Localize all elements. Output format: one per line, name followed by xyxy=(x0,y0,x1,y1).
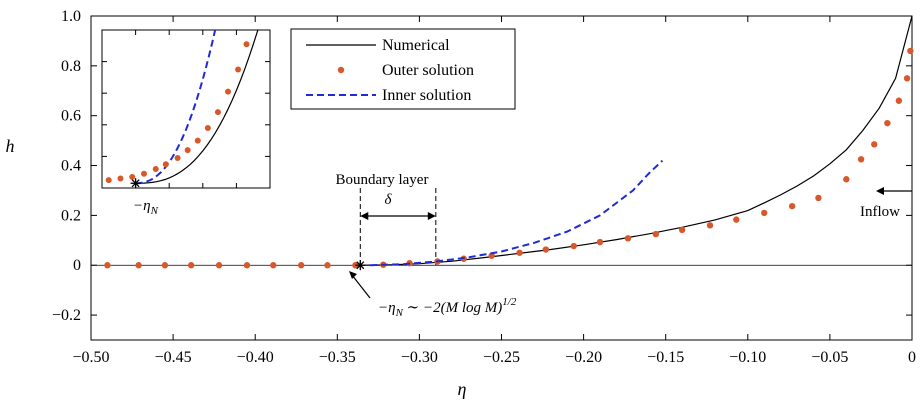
inset-eta-label: −ηN xyxy=(133,198,159,217)
eta-n-arrow xyxy=(351,274,371,299)
boundary-layer-markers xyxy=(359,188,437,266)
x-tick-label: −0.30 xyxy=(401,349,438,366)
legend-label: Outer solution xyxy=(382,62,474,79)
y-tick-label: 0.6 xyxy=(61,108,81,125)
eta-n-rest: ∼ −2(M log M) xyxy=(403,300,502,316)
x-tick-label: −0.40 xyxy=(237,349,274,366)
series-layer xyxy=(104,15,914,271)
inset-outer-point xyxy=(105,177,112,184)
legend-label: Numerical xyxy=(382,37,450,54)
inset-outer-point xyxy=(152,166,159,173)
y-tick-label: −0.2 xyxy=(52,307,81,324)
outer-solution-point xyxy=(135,262,142,269)
outer-solution-point xyxy=(733,216,740,223)
outer-solution-point xyxy=(570,242,577,250)
inset-numerical-line xyxy=(135,30,259,184)
outer-solution-point xyxy=(884,119,891,127)
x-tick-label: −0.25 xyxy=(483,349,520,366)
eta-n-annotation: −ηN ∼ −2(M log M)1/2 xyxy=(378,296,517,319)
outer-solution-point xyxy=(624,235,632,242)
legend: Numerical Outer solution Inner solution xyxy=(290,28,516,110)
outer-solution-point xyxy=(596,238,604,246)
inset-inner-line xyxy=(135,30,217,185)
y-tick-label: 0.8 xyxy=(61,58,81,75)
inset-outer-point xyxy=(204,124,211,131)
x-tick-label: 0 xyxy=(908,349,916,366)
outer-solution-point xyxy=(907,47,914,55)
outer-solution-point xyxy=(895,97,903,104)
outer-solution-point xyxy=(788,202,796,210)
x-tick-label: −0.10 xyxy=(729,349,766,366)
inflow-arrowhead xyxy=(876,187,884,195)
annotation-arrows xyxy=(349,187,912,299)
legend-outer-swatch xyxy=(337,66,345,74)
y-tick-label: 0 xyxy=(73,257,81,274)
inset-plot xyxy=(101,29,271,189)
inset-outer-point xyxy=(225,88,231,95)
numerical-line xyxy=(360,15,913,266)
outer-solution-point xyxy=(104,262,111,269)
outer-solution-point xyxy=(857,156,865,163)
inset-outer-point xyxy=(141,170,147,177)
x-tick-label: −0.05 xyxy=(811,349,848,366)
eta-n-star xyxy=(356,261,365,270)
inset-outer-point xyxy=(235,66,242,73)
inset-outer-point xyxy=(243,41,250,48)
delta-label: δ xyxy=(385,192,393,208)
svg-text:−ηN ∼ −2(M log M)1/2: −ηN ∼ −2(M log M)1/2 xyxy=(378,296,517,319)
outer-solution-point xyxy=(815,194,822,202)
inner-solution-line xyxy=(370,159,664,267)
outer-solution-point xyxy=(678,226,686,234)
inset-outer-point xyxy=(162,161,169,168)
x-axis-title: η xyxy=(458,379,467,399)
eta-n-arrowhead xyxy=(349,271,357,279)
outer-solution-point xyxy=(297,262,305,269)
inset-outer-point xyxy=(214,109,221,116)
x-tick-label: −0.50 xyxy=(72,349,109,366)
outer-solution-point xyxy=(761,209,768,217)
ticks: −0.50 −0.45 −0.40 −0.35 −0.30 −0.25 −0.20 −0.15… xyxy=(52,8,916,366)
y-tick-label: 0.4 xyxy=(61,158,81,175)
delta-arrowhead-right xyxy=(427,212,436,220)
inset-outer-point xyxy=(184,147,191,154)
outer-solution-point xyxy=(516,249,523,256)
outer-solution-point xyxy=(270,262,277,269)
inset-eta-n-star xyxy=(131,179,140,188)
inflow-label: Inflow xyxy=(860,204,900,220)
outer-solution-point xyxy=(542,246,550,253)
outer-solution-point xyxy=(161,262,169,269)
outer-solution-point xyxy=(871,141,878,148)
x-tick-label: −0.20 xyxy=(565,349,602,366)
outer-solution-point xyxy=(324,262,331,269)
outer-solution-point xyxy=(187,262,195,269)
x-tick-label: −0.15 xyxy=(647,349,684,366)
legend-label: Inner solution xyxy=(382,87,471,104)
y-tick-label: 1.0 xyxy=(61,8,81,25)
eta-n-main: −η xyxy=(378,300,396,316)
boundary-layer-label: Boundary layer xyxy=(336,172,429,188)
outer-solution-point xyxy=(843,176,850,183)
y-tick-label: 0.2 xyxy=(61,207,81,224)
x-tick-label: −0.45 xyxy=(155,349,192,366)
delta-arrowhead-left xyxy=(360,212,369,220)
outer-solution-point xyxy=(706,222,714,229)
eta-n-sup: 1/2 xyxy=(502,296,517,308)
outer-solution-point xyxy=(903,75,911,82)
inset-outer-point xyxy=(174,154,181,161)
eta-n-sub: N xyxy=(395,307,404,319)
inset-frame xyxy=(101,29,271,189)
y-axis-title: h xyxy=(6,136,15,156)
outer-solution-point xyxy=(652,230,660,238)
outer-solution-point xyxy=(215,262,223,269)
outer-solution-point xyxy=(243,262,251,269)
inset-outer-point xyxy=(129,173,136,180)
x-tick-label: −0.35 xyxy=(319,349,356,366)
inset-outer-point xyxy=(194,137,201,144)
outer-solution-point xyxy=(488,252,495,259)
inset-outer-point xyxy=(117,175,124,182)
